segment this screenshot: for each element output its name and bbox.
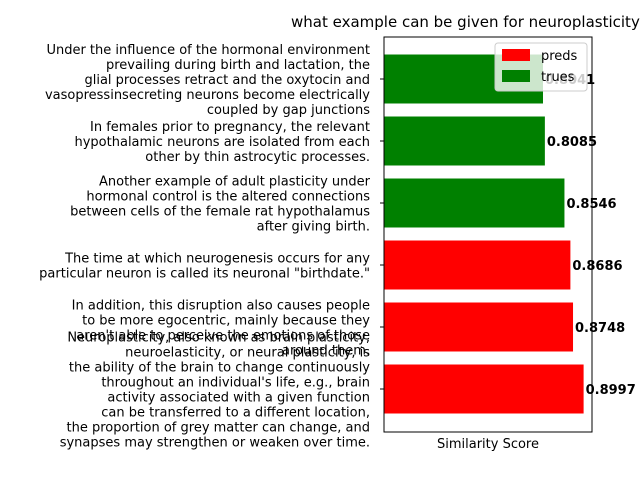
y-tick-label: Another example of adult plasticity unde…: [70, 175, 371, 235]
y-tick-label: The time at which neurogenesis occurs fo…: [39, 252, 370, 282]
x-axis-label: Similarity Score: [437, 437, 539, 452]
y-tick-label: Under the influence of the hormonal envi…: [45, 43, 370, 118]
legend-label-preds: preds: [541, 49, 578, 64]
y-tick-label: In addition, this disruption also causes…: [72, 299, 371, 359]
plot-frame: [383, 36, 593, 433]
bar-trues-5: [384, 116, 545, 166]
legend: preds trues: [494, 42, 588, 92]
y-tick-labels: Neuroplasticity, also known as brain pla…: [39, 43, 384, 451]
bar-value-label: 0.8997: [586, 383, 636, 398]
bar-trues-4: [384, 178, 565, 228]
chart-title: what example can be given for neuroplast…: [291, 13, 640, 31]
bar-value-label: 0.8686: [572, 259, 622, 274]
bar-preds-2: [384, 302, 574, 352]
bar-preds-1: [384, 364, 584, 414]
bar-preds-3: [384, 240, 571, 290]
y-tick-label: In females prior to pregnancy, the relev…: [75, 120, 371, 165]
legend-label-trues: trues: [541, 70, 575, 85]
legend-swatch-trues: [502, 70, 530, 82]
bar-value-label: 0.8085: [547, 135, 597, 150]
y-tick-label: Neuroplasticity, also known as brain pla…: [60, 331, 371, 451]
legend-swatch-preds: [502, 49, 530, 61]
bar-value-label: 0.8748: [575, 321, 625, 336]
